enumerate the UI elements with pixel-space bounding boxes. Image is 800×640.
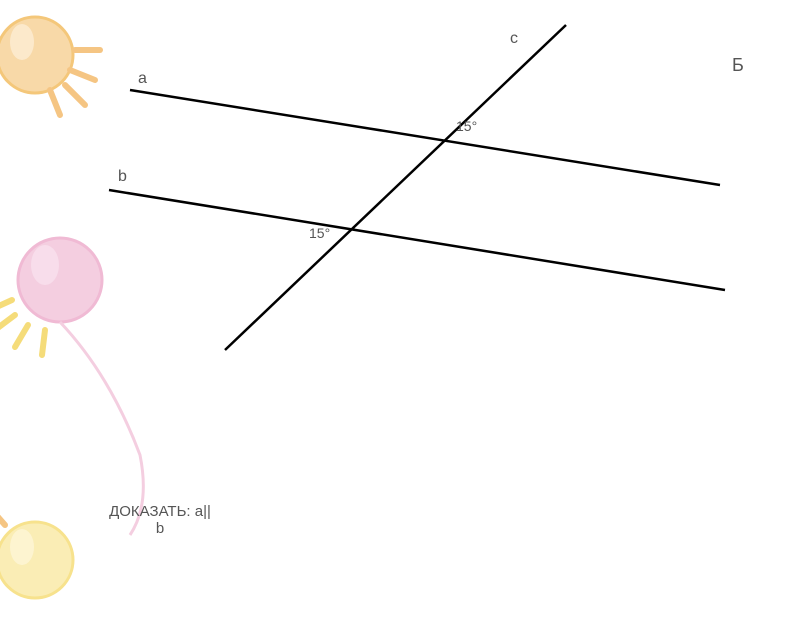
label-line-a: a [138, 70, 147, 88]
angle-label-2: 15° [309, 225, 330, 241]
line-a [130, 90, 720, 185]
line-b [109, 190, 725, 290]
corner-label: Б [732, 55, 744, 76]
proof-text: ДОКАЗАТЬ: a|| b [95, 503, 225, 537]
label-line-c: c [510, 30, 518, 48]
proof-line-2: b [95, 520, 225, 537]
proof-line-1: ДОКАЗАТЬ: a|| [95, 503, 225, 520]
angle-label-1: 15° [456, 118, 477, 134]
label-line-b: b [118, 168, 127, 186]
line-c [225, 25, 566, 350]
